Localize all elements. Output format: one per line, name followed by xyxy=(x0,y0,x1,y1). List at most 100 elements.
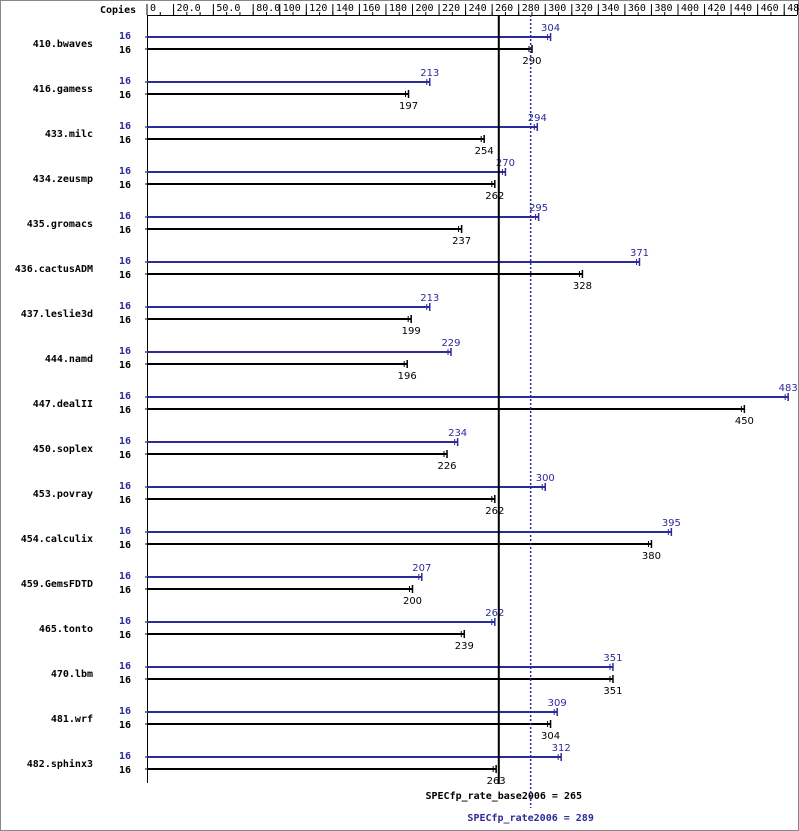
base-value-label: 262 xyxy=(485,506,504,517)
benchmark-label: 470.lbm xyxy=(51,669,93,680)
peak-copies-label: 16 xyxy=(119,481,131,492)
peak-value-label: 309 xyxy=(548,698,567,709)
x-tick-label: 240 xyxy=(469,3,487,14)
base-copies-label: 16 xyxy=(119,135,131,146)
x-tick-label: 400 xyxy=(681,3,699,14)
peak-copies-label: 16 xyxy=(119,526,131,537)
peak-copies-label: 16 xyxy=(119,616,131,627)
x-tick-label: 460 xyxy=(761,3,779,14)
base-copies-label: 16 xyxy=(119,225,131,236)
base-copies-label: 16 xyxy=(119,675,131,686)
peak-copies-label: 16 xyxy=(119,346,131,357)
x-tick-label: 340 xyxy=(601,3,619,14)
base-copies-label: 16 xyxy=(119,630,131,641)
peak-value-label: 300 xyxy=(536,473,555,484)
base-value-label: 254 xyxy=(475,146,494,157)
base-copies-label: 16 xyxy=(119,765,131,776)
benchmark-label: 433.milc xyxy=(45,128,93,140)
base-value-label: 304 xyxy=(541,731,560,742)
benchmark-label: 453.povray xyxy=(33,489,93,500)
x-tick-label: 220 xyxy=(442,3,460,14)
peak-copies-label: 16 xyxy=(119,706,131,717)
peak-value-label: 207 xyxy=(412,563,431,574)
benchmark-label: 416.gamess xyxy=(33,84,93,95)
base-value-label: 239 xyxy=(455,641,474,652)
base-value-label: 328 xyxy=(573,281,592,292)
base-value-label: 197 xyxy=(399,101,418,112)
x-tick-label: 300 xyxy=(548,3,566,14)
base-value-label: 200 xyxy=(403,596,422,607)
peak-value-label: 295 xyxy=(529,203,548,214)
x-tick-label: 20.0 xyxy=(177,3,201,14)
base-value-label: 380 xyxy=(642,551,661,562)
base-copies-label: 16 xyxy=(119,360,131,371)
base-value-label: 199 xyxy=(402,326,421,337)
peak-copies-label: 16 xyxy=(119,121,131,132)
x-tick-label: 260 xyxy=(495,3,513,14)
base-value-label: 450 xyxy=(735,416,754,427)
peak-copies-label: 16 xyxy=(119,571,131,582)
x-tick-label: 380 xyxy=(654,3,672,14)
x-tick-label: 50.0 xyxy=(216,3,240,14)
base-copies-label: 16 xyxy=(119,270,131,281)
peak-value-label: 213 xyxy=(420,293,439,304)
benchmark-label: 454.calculix xyxy=(21,533,93,545)
peak-copies-label: 16 xyxy=(119,31,131,42)
copies-header: Copies xyxy=(100,4,136,16)
peak-summary-label: SPECfp_rate2006 = 289 xyxy=(467,813,593,824)
peak-value-label: 351 xyxy=(603,653,622,664)
peak-value-label: 294 xyxy=(528,113,547,124)
peak-copies-label: 16 xyxy=(119,301,131,312)
benchmark-label: 444.namd xyxy=(45,354,93,365)
x-tick-label: 280 xyxy=(522,3,540,14)
peak-value-label: 371 xyxy=(630,248,649,259)
peak-copies-label: 16 xyxy=(119,751,131,762)
base-value-label: 351 xyxy=(603,686,622,697)
base-summary-label: SPECfp_rate_base2006 = 265 xyxy=(426,791,583,802)
x-tick-label: 0 xyxy=(150,3,156,14)
benchmark-label: 447.dealII xyxy=(33,399,93,410)
x-tick-label: 120 xyxy=(309,3,327,14)
benchmark-label: 465.tonto xyxy=(39,624,93,635)
x-tick-label: 180 xyxy=(389,3,407,14)
base-value-label: 237 xyxy=(452,236,471,247)
peak-copies-label: 16 xyxy=(119,436,131,447)
peak-value-label: 229 xyxy=(441,338,460,349)
base-copies-label: 16 xyxy=(119,720,131,731)
x-tick-label: 360 xyxy=(628,3,646,14)
peak-copies-label: 16 xyxy=(119,166,131,177)
base-value-label: 262 xyxy=(485,191,504,202)
peak-copies-label: 16 xyxy=(119,76,131,87)
peak-copies-label: 16 xyxy=(119,256,131,267)
base-copies-label: 16 xyxy=(119,495,131,506)
benchmark-label: 434.zeusmp xyxy=(33,174,93,185)
peak-value-label: 312 xyxy=(552,743,571,754)
base-value-label: 263 xyxy=(487,776,506,787)
x-tick-label: 480 xyxy=(787,3,799,14)
base-copies-label: 16 xyxy=(119,45,131,56)
peak-value-label: 304 xyxy=(541,23,560,34)
peak-value-label: 395 xyxy=(662,518,681,529)
base-copies-label: 16 xyxy=(119,180,131,191)
x-tick-label: 80.0 xyxy=(256,3,280,14)
peak-value-label: 262 xyxy=(485,608,504,619)
benchmark-label: 459.GemsFDTD xyxy=(21,579,93,590)
base-copies-label: 16 xyxy=(119,90,131,101)
x-tick-label: 320 xyxy=(575,3,593,14)
benchmark-label: 482.sphinx3 xyxy=(27,758,93,770)
benchmark-label: 481.wrf xyxy=(51,714,93,725)
base-value-label: 196 xyxy=(398,371,417,382)
benchmark-label: 450.soplex xyxy=(33,444,93,455)
x-tick-label: 200 xyxy=(416,3,434,14)
peak-copies-label: 16 xyxy=(119,211,131,222)
base-copies-label: 16 xyxy=(119,585,131,596)
base-copies-label: 16 xyxy=(119,315,131,326)
peak-value-label: 234 xyxy=(448,428,467,439)
peak-copies-label: 16 xyxy=(119,661,131,672)
benchmark-label: 437.leslie3d xyxy=(21,308,93,320)
base-value-label: 226 xyxy=(437,461,456,472)
peak-value-label: 270 xyxy=(496,158,515,169)
peak-copies-label: 16 xyxy=(119,391,131,402)
